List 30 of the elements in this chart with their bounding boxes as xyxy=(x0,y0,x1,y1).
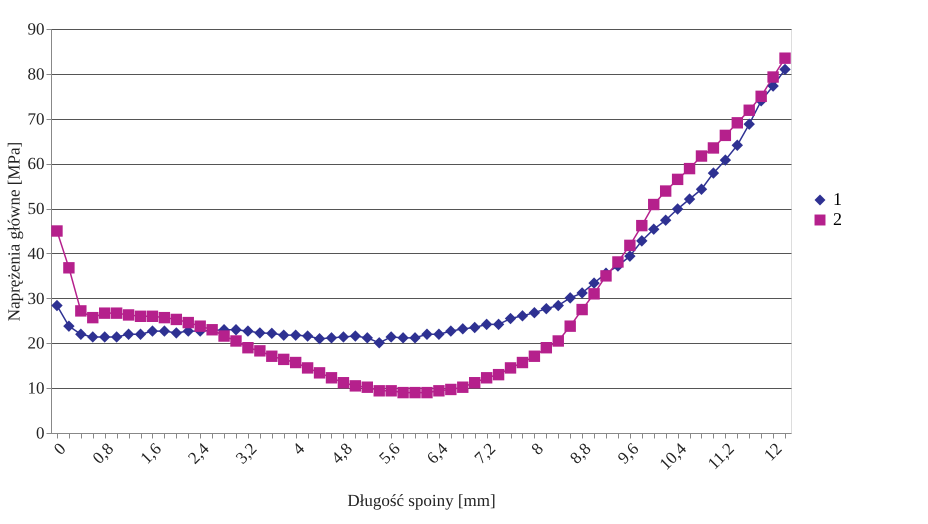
x-tick-label: 4,8 xyxy=(327,439,356,468)
x-tick-label: 10,4 xyxy=(656,438,690,474)
x-tick-label: 0,8 xyxy=(88,439,118,468)
y-tick-label: 0 xyxy=(36,424,44,442)
y-tick-label: 10 xyxy=(28,378,44,398)
y-tick-label: 50 xyxy=(28,199,44,218)
x-tick-label: 0 xyxy=(50,439,70,459)
y-tick-label: 40 xyxy=(28,244,44,263)
x-tick-label: 6,4 xyxy=(422,438,452,468)
y-tick-label: 80 xyxy=(28,64,44,84)
x-tick-label: 2,4 xyxy=(184,438,214,468)
y-tick-label: 30 xyxy=(28,288,44,308)
y-axis-title: Naprężenia główne [MPa] xyxy=(4,142,24,322)
y-tick-label: 90 xyxy=(28,20,44,38)
x-tick-label: 12 xyxy=(760,439,786,465)
x-tick-label: 7,2 xyxy=(470,439,500,468)
legend-label: 2 xyxy=(833,209,842,229)
x-tick-label: 5,6 xyxy=(375,439,404,468)
x-tick-label: 9,6 xyxy=(614,439,642,468)
x-axis-title: Długość spoiny [mm] xyxy=(347,490,496,510)
y-tick-label: 20 xyxy=(28,334,44,353)
legend-label: 1 xyxy=(833,189,842,209)
x-tick-label: 8,8 xyxy=(566,439,595,468)
x-tick-label: 8 xyxy=(527,439,547,459)
x-tick-label: 1,6 xyxy=(136,439,165,468)
x-tick-label: 4 xyxy=(288,438,309,459)
y-tick-label: 60 xyxy=(28,154,44,174)
y-tick-label: 70 xyxy=(28,109,44,128)
x-tick-label: 3,2 xyxy=(232,439,260,468)
x-tick-label: 11,2 xyxy=(704,439,738,474)
